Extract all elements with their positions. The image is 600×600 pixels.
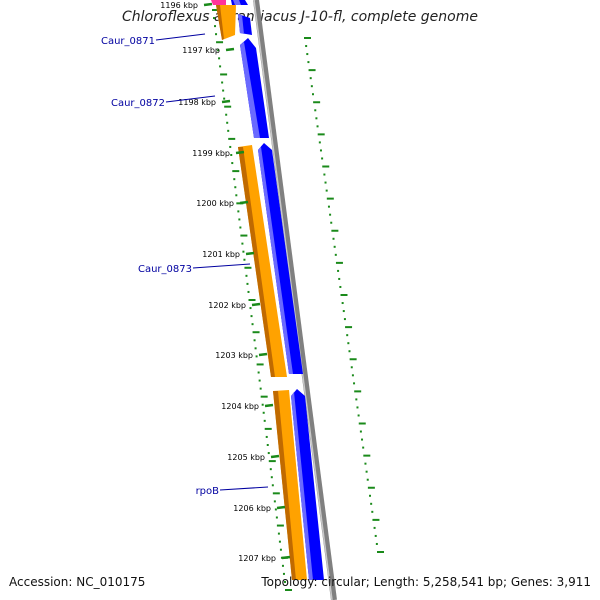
kbp-tick [264, 403, 274, 408]
kbp-tick-label: 1202 kbp [208, 301, 246, 310]
gene-label-leader [192, 263, 251, 269]
gene-label[interactable]: Caur_0871 [101, 36, 155, 47]
gene-label[interactable]: Caur_0873 [138, 264, 192, 275]
kbp-tick [276, 505, 286, 510]
kbp-ruler: 1196 kbp 1197 kbp 1198 kbp 1199 kbp 1200 kbp… [160, 1, 291, 563]
gene-label[interactable]: rpoB [196, 486, 220, 497]
kbp-tick-label: 1207 kbp [238, 554, 276, 563]
kbp-tick-label: 1197 kbp [182, 46, 220, 55]
kbp-tick-label: 1203 kbp [215, 351, 253, 360]
kbp-tick [239, 200, 249, 205]
gene-feature-reverse-bottom[interactable] [291, 389, 324, 580]
kbp-tick [203, 2, 213, 7]
kbp-tick [281, 555, 291, 560]
gene-labels: Caur_0871 Caur_0872 Caur_0873 rpoB [101, 33, 269, 497]
kbp-tick-label: 1198 kbp [178, 98, 216, 107]
gene-label-leader [165, 95, 216, 103]
kbp-tick [270, 454, 280, 459]
kbp-tick [235, 150, 245, 155]
kbp-tick [258, 352, 268, 357]
gene-label[interactable]: Caur_0872 [111, 98, 165, 109]
genome-summary: Topology: circular; Length: 5,258,541 bp… [261, 575, 591, 589]
gene-feature-pink[interactable] [211, 0, 226, 5]
kbp-tick-label: 1205 kbp [227, 453, 265, 462]
kbp-tick [225, 47, 235, 52]
kbp-tick-label: 1200 kbp [196, 199, 234, 208]
kbp-tick-label: 1201 kbp [202, 250, 240, 259]
kbp-tick [245, 251, 255, 256]
genome-title: Chloroflexus aurantiacus J-10-fl, comple… [122, 9, 478, 25]
accession-label: Accession: NC_010175 [9, 575, 146, 589]
gene-label-leader [219, 486, 269, 491]
kbp-tick [251, 302, 261, 307]
kbp-tick [221, 99, 231, 104]
kbp-tick-label: 1206 kbp [233, 504, 271, 513]
gc-skew-track [212, 9, 384, 591]
gene-feature-reverse-long[interactable] [258, 143, 303, 374]
kbp-tick-label: 1196 kbp [160, 1, 198, 10]
gene-label-leader [155, 33, 206, 41]
kbp-tick-label: 1199 kbp [192, 149, 230, 158]
genome-backbone [253, 0, 337, 600]
kbp-tick-label: 1204 kbp [221, 402, 259, 411]
